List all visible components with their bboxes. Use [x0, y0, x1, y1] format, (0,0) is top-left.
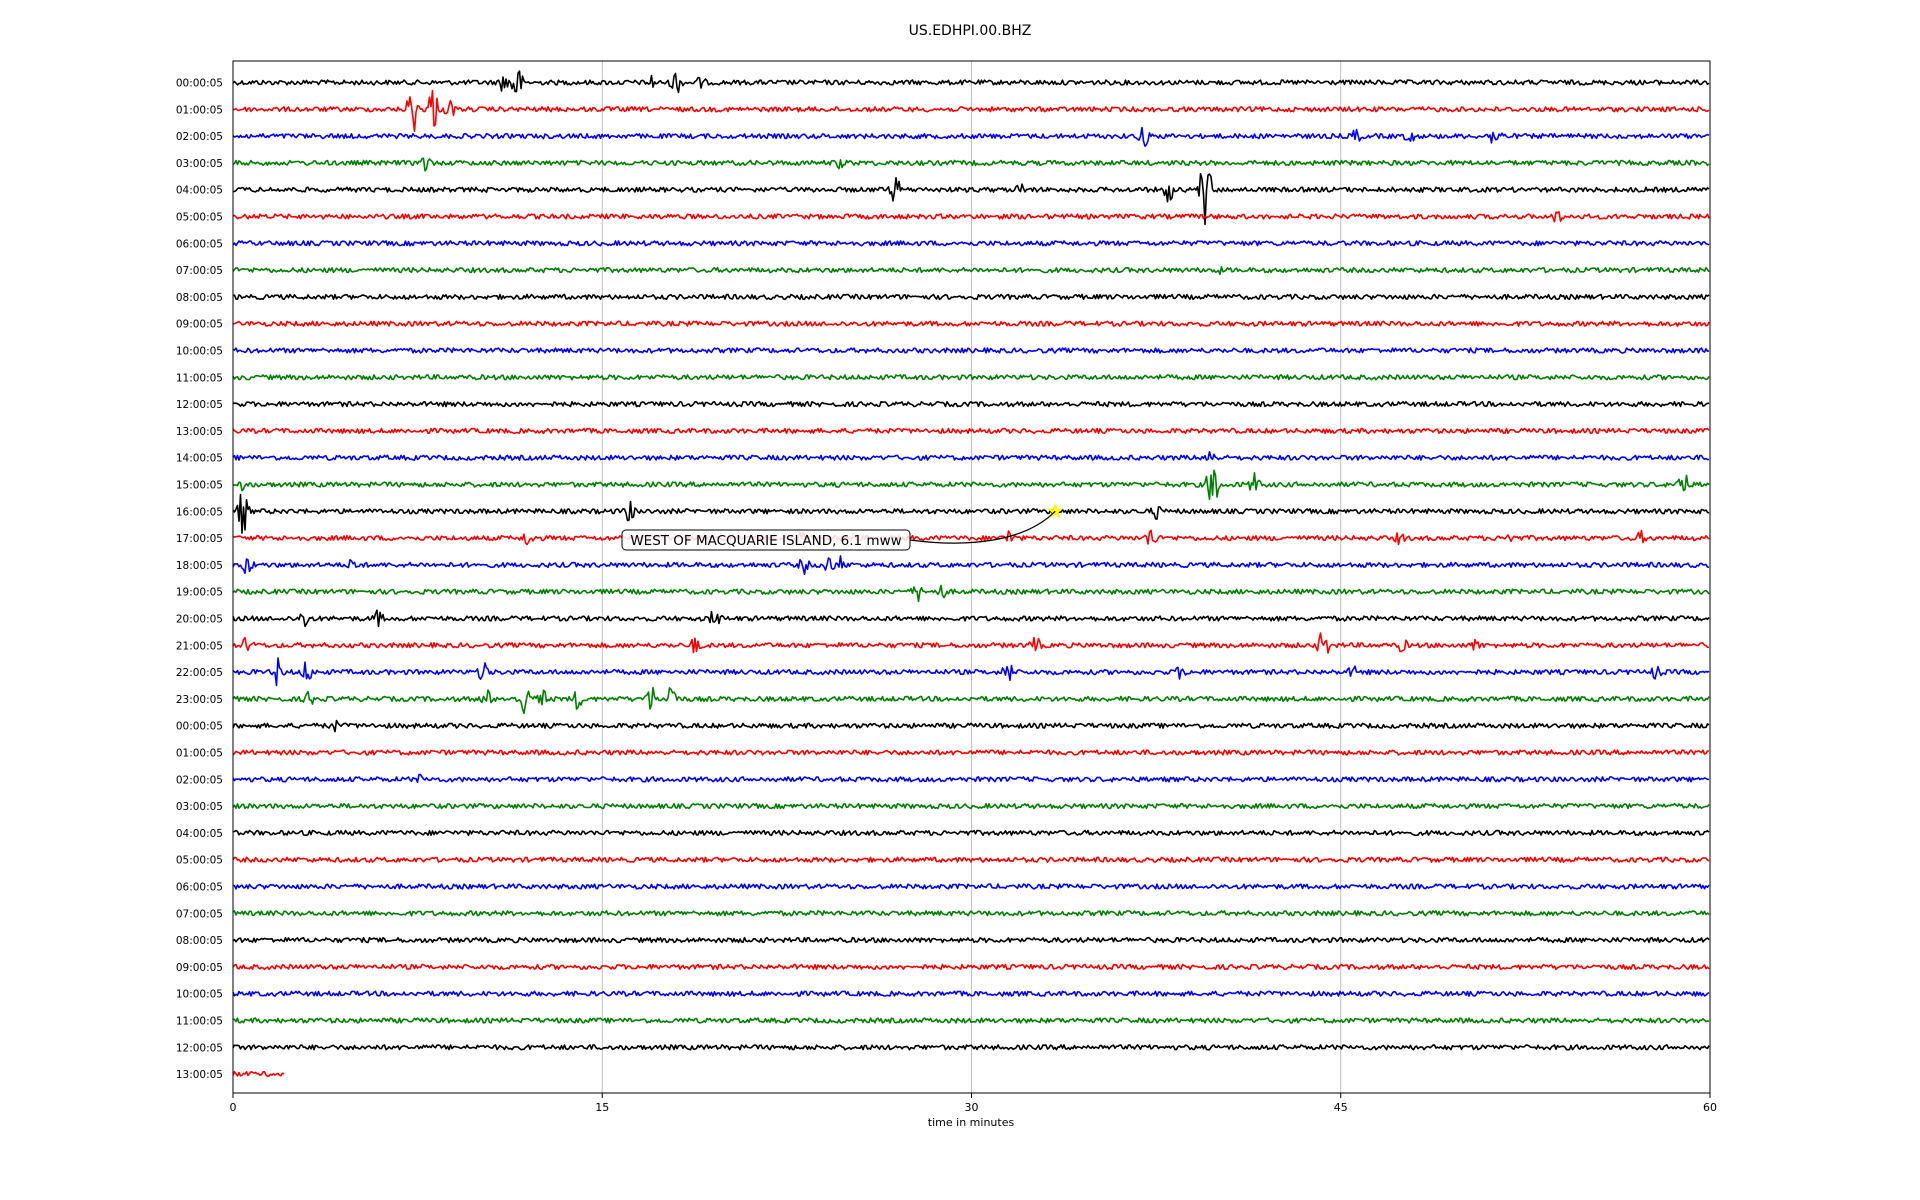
row-label-3: 03:00:05	[176, 158, 223, 170]
row-label-35: 11:00:05	[176, 1016, 223, 1028]
row-label-16: 16:00:05	[176, 506, 223, 518]
chart-title: US.EDHPI.00.BHZ	[909, 23, 1032, 39]
row-label-13: 13:00:05	[176, 426, 223, 438]
trace-27	[232, 802, 1710, 810]
row-label-29: 05:00:05	[176, 855, 223, 867]
trace-33	[232, 963, 1710, 971]
row-label-10: 10:00:05	[176, 346, 223, 358]
row-label-28: 04:00:05	[176, 828, 223, 840]
row-label-9: 09:00:05	[176, 319, 223, 331]
row-label-37: 13:00:05	[176, 1069, 223, 1081]
event-star-marker-0	[1047, 502, 1064, 519]
trace-25	[232, 749, 1710, 756]
trace-21	[232, 632, 1710, 654]
x-axis-ticks: 0 15 30 45 60	[230, 1093, 1717, 1114]
trace-14	[232, 451, 1710, 461]
seismic-traces	[232, 70, 1710, 1077]
trace-0	[232, 70, 1710, 94]
trace-34	[232, 990, 1710, 997]
row-label-14: 14:00:05	[176, 453, 223, 465]
row-label-32: 08:00:05	[176, 935, 223, 947]
row-label-15: 15:00:05	[176, 480, 223, 492]
row-label-23: 23:00:05	[176, 694, 223, 706]
row-label-30: 06:00:05	[176, 882, 223, 894]
trace-5	[232, 210, 1710, 223]
row-label-8: 08:00:05	[176, 292, 223, 304]
trace-10	[232, 347, 1710, 354]
trace-35	[233, 1017, 1710, 1024]
row-label-20: 20:00:05	[176, 614, 223, 626]
row-label-4: 04:00:05	[176, 185, 223, 197]
event-annotations: WEST OF MACQUARIE ISLAND, 6.1 mww	[621, 502, 1064, 551]
row-label-31: 07:00:05	[176, 908, 223, 920]
grid-lines	[601, 61, 1342, 1093]
trace-13	[232, 427, 1710, 435]
trace-29	[232, 856, 1710, 863]
x-tick-label-4: 60	[1703, 1101, 1717, 1114]
row-label-11: 11:00:05	[176, 372, 223, 384]
row-label-18: 18:00:05	[176, 560, 223, 572]
row-label-1: 01:00:05	[176, 104, 223, 116]
row-label-27: 03:00:05	[176, 801, 223, 813]
row-label-6: 06:00:05	[176, 238, 223, 250]
x-tick-label-3: 45	[1334, 1101, 1348, 1114]
trace-9	[232, 320, 1710, 327]
trace-6	[232, 240, 1710, 247]
trace-3	[232, 157, 1710, 172]
trace-26	[232, 773, 1710, 783]
trace-18	[232, 555, 1710, 575]
trace-8	[232, 293, 1710, 301]
plot-frame	[232, 60, 1711, 1094]
trace-23	[232, 686, 1710, 715]
row-label-12: 12:00:05	[176, 399, 223, 411]
row-label-33: 09:00:05	[176, 962, 223, 974]
trace-37	[232, 1070, 285, 1077]
trace-24	[232, 719, 1710, 733]
event-label-0: WEST OF MACQUARIE ISLAND, 6.1 mww	[630, 533, 901, 549]
row-label-0: 00:00:05	[176, 78, 223, 90]
trace-20	[232, 609, 1710, 628]
trace-1	[232, 89, 1710, 133]
trace-31	[232, 910, 1710, 917]
row-label-19: 19:00:05	[176, 587, 223, 599]
row-label-24: 00:00:05	[176, 721, 223, 733]
row-label-7: 07:00:05	[176, 265, 223, 277]
event-label-box-0	[621, 529, 911, 551]
trace-32	[232, 936, 1710, 944]
x-tick-label-1: 15	[595, 1101, 609, 1114]
trace-7	[232, 266, 1710, 276]
trace-30	[232, 883, 1710, 890]
x-axis-label: time in minutes	[928, 1116, 1015, 1129]
trace-2	[232, 126, 1710, 147]
trace-12	[232, 400, 1710, 408]
trace-4	[232, 173, 1710, 226]
row-label-21: 21:00:05	[176, 640, 223, 652]
x-tick-label-2: 30	[965, 1101, 979, 1114]
trace-36	[232, 1044, 1710, 1051]
x-tick-label-0: 0	[230, 1101, 237, 1114]
trace-16	[232, 493, 1710, 534]
event-connector-0	[909, 510, 1056, 544]
row-label-2: 02:00:05	[176, 131, 223, 143]
row-time-labels: 00:00:05 01:00:05 02:00:05 03:00:05 04:00:05…	[176, 78, 223, 1082]
trace-28	[232, 829, 1710, 837]
row-label-22: 22:00:05	[176, 667, 223, 679]
row-label-25: 01:00:05	[176, 748, 223, 760]
trace-17	[232, 529, 1710, 546]
row-label-34: 10:00:05	[176, 989, 223, 1001]
row-label-5: 05:00:05	[176, 212, 223, 224]
trace-19	[232, 584, 1710, 603]
trace-11	[232, 374, 1710, 381]
trace-15	[232, 469, 1710, 500]
row-label-26: 02:00:05	[176, 774, 223, 786]
row-label-17: 17:00:05	[176, 533, 223, 545]
trace-22	[232, 657, 1710, 687]
row-label-36: 12:00:05	[176, 1042, 223, 1054]
